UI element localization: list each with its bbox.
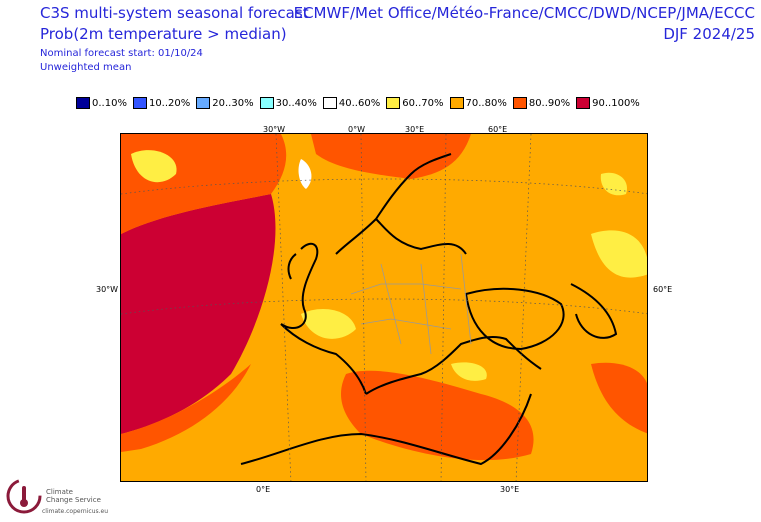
legend-swatch — [386, 97, 401, 109]
legend-item: 60..70% — [386, 96, 444, 110]
logo-line1: Climate — [46, 488, 73, 496]
legend-item: 40..60% — [322, 96, 381, 110]
legend-label: 20..30% — [212, 97, 254, 109]
legend-swatch — [576, 97, 591, 109]
legend-label: 60..70% — [402, 97, 444, 109]
legend-item: 70..80% — [449, 96, 507, 110]
lat-label-right: 60°E — [653, 285, 673, 294]
copernicus-logo: Climate Change Service climate.copernicu… — [6, 478, 126, 520]
lon-label-bottom-2: 30°E — [500, 485, 520, 494]
logo-line2: Change Service — [46, 496, 101, 504]
legend-item: 80..90% — [512, 96, 571, 110]
legend-item: 90..100% — [576, 96, 640, 110]
lon-label-top-2: 0°W — [348, 125, 365, 134]
legend-swatch — [512, 97, 527, 109]
map-svg — [121, 134, 647, 481]
legend-label: 80..90% — [528, 97, 571, 109]
iceland-white-patch — [298, 159, 312, 189]
yellow-patch-northeast — [600, 172, 627, 196]
mediterranean-high-zone — [341, 370, 534, 461]
legend-item: 30..40% — [259, 96, 317, 110]
title-model: C3S multi-system seasonal forecast — [40, 4, 309, 22]
lon-label-top-1: 30°W — [263, 125, 286, 134]
russia-yellow-patch — [591, 230, 647, 278]
logo-url: climate.copernicus.eu — [42, 508, 109, 515]
legend-swatch — [196, 97, 211, 109]
legend-label: 0..10% — [92, 97, 127, 109]
france-yellow-patch — [301, 309, 356, 339]
legend-swatch — [259, 97, 274, 109]
east-high-zone — [591, 362, 647, 434]
legend-swatch — [449, 97, 464, 109]
c3s-thermometer-icon — [6, 478, 42, 514]
legend-item: 10..20% — [132, 96, 191, 110]
lon-label-top-3: 30°E — [405, 125, 425, 134]
lon-label-bottom-1: 0°E — [256, 485, 271, 494]
scandinavia-high-zone — [311, 134, 471, 179]
probability-map — [120, 133, 648, 482]
borders — [350, 253, 472, 355]
coastlines — [240, 153, 618, 466]
legend-item: 0..10% — [76, 96, 127, 110]
legend-label: 70..80% — [465, 97, 507, 109]
legend-swatch — [76, 97, 90, 109]
season: DJF 2024/25 — [663, 25, 755, 43]
atlantic-high-zone — [121, 364, 251, 452]
legend-swatch — [132, 97, 147, 109]
weighting: Unweighted mean — [40, 62, 132, 73]
lat-label-left: 30°W — [96, 285, 119, 294]
centres: ECMWF/Met Office/Météo-France/CMCC/DWD/N… — [293, 4, 755, 22]
nominal-start: Nominal forecast start: 01/10/24 — [40, 48, 203, 59]
balkan-yellow-patch — [451, 362, 487, 381]
legend-item: 20..30% — [196, 96, 254, 110]
legend-swatch — [322, 97, 337, 109]
legend-label: 40..60% — [338, 97, 381, 109]
title-variable: Prob(2m temperature > median) — [40, 25, 287, 43]
legend-label: 10..20% — [148, 97, 191, 109]
legend: 0..10% 10..20% 20..30% 30..40% 40..60% 60..70… — [76, 96, 646, 110]
yellow-patch-atlantic — [131, 150, 177, 183]
legend-label: 30..40% — [275, 97, 317, 109]
lon-label-top-4: 60°E — [488, 125, 508, 134]
atlantic-veryhigh-zone — [121, 194, 276, 434]
legend-label: 90..100% — [592, 97, 640, 109]
